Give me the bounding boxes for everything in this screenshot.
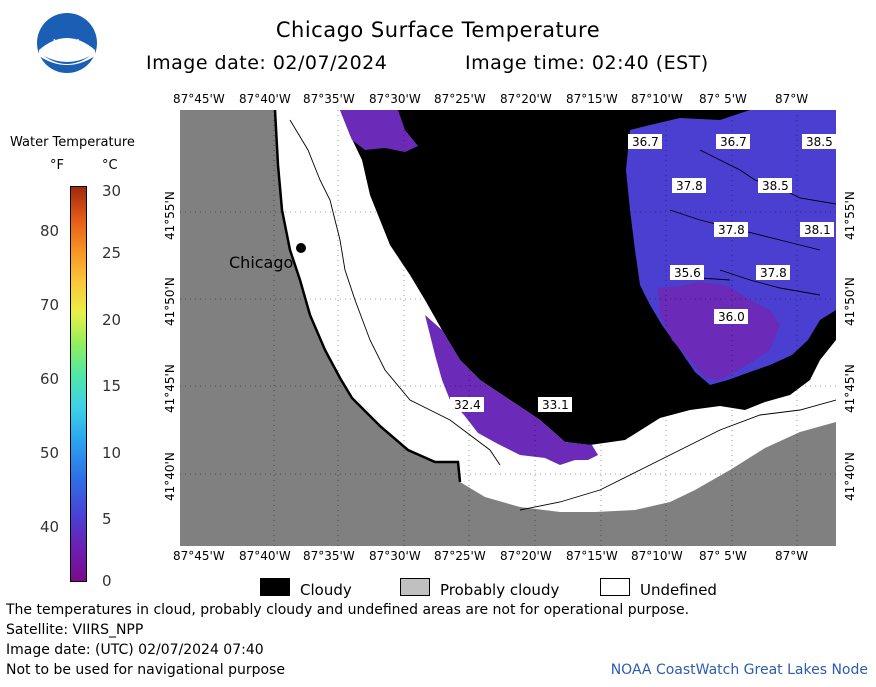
lon-label-bottom: 87°40'W: [239, 549, 291, 563]
c-tick: 10: [102, 444, 122, 462]
satellite-info: Satellite: VIIRS_NPP: [6, 622, 144, 638]
shoreline: [273, 110, 462, 483]
undefined-swatch: [600, 578, 630, 596]
image-time: Image time: 02:40 (EST): [465, 52, 709, 74]
temp-label: 36.7: [632, 135, 659, 149]
lon-label-bottom: 87°35'W: [303, 549, 355, 563]
noaa-logo: NOAA: [36, 12, 98, 74]
lat-label-right: 41°40'N: [843, 452, 857, 501]
temp-label: 36.7: [720, 135, 747, 149]
temp-label: 36.0: [718, 310, 745, 324]
lon-label-bottom: 87°W: [775, 549, 809, 563]
c-tick: 0: [102, 572, 112, 590]
temp-label: 38.1: [804, 223, 831, 237]
f-tick: 40: [40, 518, 60, 536]
lon-label-top: 87°25'W: [434, 92, 486, 106]
temperature-labels: 36.7 36.7 38.5 37.8 38.5 37.8 38.1 35.6 …: [450, 134, 836, 412]
unit-celsius: °C: [102, 158, 118, 173]
disclaimer-note: The temperatures in cloud, probably clou…: [6, 602, 690, 618]
cold-water-area: [658, 282, 780, 380]
f-tick: 80: [40, 222, 60, 240]
legend-title: Water Temperature: [10, 135, 135, 150]
temperature-colorbar: [70, 186, 87, 582]
cold-water-area: [340, 110, 418, 152]
image-date: Image date: 02/07/2024: [146, 52, 388, 74]
cold-water-area: [425, 315, 598, 465]
c-tick: 30: [102, 182, 122, 200]
temp-label: 32.4: [454, 398, 481, 412]
lat-label-right: 41°45'N: [843, 364, 857, 413]
temp-label: 37.8: [676, 179, 703, 193]
cloudy-swatch: [260, 578, 290, 596]
c-tick: 20: [102, 311, 122, 329]
utc-date: Image date: (UTC) 02/07/2024 07:40: [6, 642, 264, 658]
lat-label-right: 41°55'N: [843, 191, 857, 240]
lon-label-bottom: 87°45'W: [173, 549, 225, 563]
map-title: Chicago Surface Temperature: [275, 18, 601, 42]
c-tick: 25: [102, 244, 122, 262]
lon-label-top: 87°15'W: [566, 92, 618, 106]
f-tick: 70: [40, 296, 60, 314]
chicago-marker: [296, 243, 306, 253]
temp-label: 37.8: [718, 223, 745, 237]
temp-label: 37.8: [760, 266, 787, 280]
lon-label-top: 87°W: [775, 92, 809, 106]
lon-label-top: 87°20'W: [500, 92, 552, 106]
lon-label-top: 87°35'W: [303, 92, 355, 106]
undefined-label: Undefined: [640, 581, 717, 599]
lon-label-bottom: 87°10'W: [631, 549, 683, 563]
lon-label-top: 87°45'W: [173, 92, 225, 106]
lon-label-top: 87°30'W: [369, 92, 421, 106]
f-tick: 50: [40, 444, 60, 462]
temp-label: 35.6: [674, 266, 701, 280]
temp-label: 38.5: [806, 135, 833, 149]
temp-label: 33.1: [542, 398, 569, 412]
city-label: Chicago: [229, 253, 294, 272]
lon-label-bottom: 87°20'W: [500, 549, 552, 563]
lon-label-bottom: 87°15'W: [566, 549, 618, 563]
lon-label-bottom: 87°30'W: [369, 549, 421, 563]
lat-label-left: 41°45'N: [163, 364, 177, 413]
probably-cloudy-swatch: [400, 578, 430, 596]
lat-label-right: 41°50'N: [843, 277, 857, 326]
lat-label-left: 41°50'N: [163, 277, 177, 326]
temperature-map: 36.7 36.7 38.5 37.8 38.5 37.8 38.1 35.6 …: [180, 110, 836, 546]
unit-fahrenheit: °F: [50, 158, 64, 173]
c-tick: 5: [102, 510, 112, 528]
lon-label-bottom: 87° 5'W: [699, 549, 747, 563]
f-tick: 60: [40, 370, 60, 388]
lon-label-top: 87°40'W: [239, 92, 291, 106]
lon-label-bottom: 87°25'W: [434, 549, 486, 563]
lat-label-left: 41°55'N: [163, 191, 177, 240]
lon-label-top: 87° 5'W: [699, 92, 747, 106]
probably-cloudy-label: Probably cloudy: [440, 581, 560, 599]
svg-text:NOAA: NOAA: [53, 38, 82, 49]
lon-label-top: 87°10'W: [631, 92, 683, 106]
lat-label-left: 41°40'N: [163, 452, 177, 501]
cloudy-label: Cloudy: [300, 581, 352, 599]
credit-link[interactable]: NOAA CoastWatch Great Lakes Node: [610, 662, 868, 678]
navigation-warning: Not to be used for navigational purpose: [6, 662, 285, 678]
c-tick: 15: [102, 377, 122, 395]
temp-label: 38.5: [762, 179, 789, 193]
